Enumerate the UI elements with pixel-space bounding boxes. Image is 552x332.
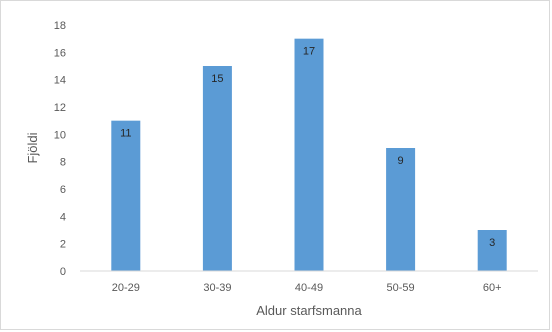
y-tick-label: 2 (60, 239, 66, 251)
y-axis-title: Fjöldi (25, 132, 40, 163)
bars (111, 38, 507, 272)
data-labels: 11 15 17 9 3 (120, 46, 495, 249)
y-tick-label: 4 (60, 211, 66, 223)
x-tick-label: 60+ (483, 282, 502, 294)
x-axis-title: Aldur starfsmanna (256, 303, 362, 318)
y-axis-ticks: 0 2 4 6 8 10 12 14 16 18 (54, 20, 66, 278)
x-tick-label: 30-39 (203, 282, 231, 294)
y-tick-label: 10 (54, 129, 66, 141)
bar-60+ (477, 230, 507, 271)
data-label: 11 (120, 128, 131, 140)
y-tick-label: 8 (60, 157, 66, 169)
x-axis-ticks: 20-29 30-39 40-49 50-59 60+ (112, 282, 502, 294)
y-tick-label: 0 (60, 266, 66, 278)
bar-40-49 (294, 38, 324, 271)
data-label: 17 (303, 46, 315, 58)
y-tick-label: 18 (54, 20, 66, 32)
y-tick-label: 6 (60, 184, 66, 196)
x-tick-label: 20-29 (112, 282, 140, 294)
data-label: 3 (489, 237, 495, 249)
y-tick-label: 12 (54, 102, 66, 114)
x-tick-label: 50-59 (387, 282, 415, 294)
data-label: 15 (211, 73, 223, 85)
y-tick-label: 16 (54, 47, 66, 59)
bar-30-39 (202, 66, 232, 271)
data-label: 9 (398, 155, 404, 167)
x-tick-label: 40-49 (295, 282, 323, 294)
bar-50-59 (386, 148, 416, 271)
y-tick-label: 14 (54, 75, 66, 87)
bar-20-29 (111, 120, 141, 272)
